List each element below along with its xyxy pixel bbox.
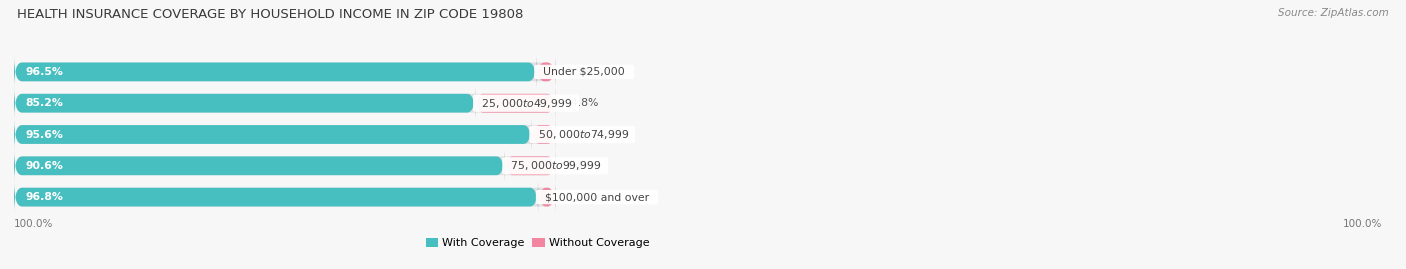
FancyBboxPatch shape (14, 182, 555, 213)
FancyBboxPatch shape (538, 182, 555, 213)
FancyBboxPatch shape (14, 119, 555, 150)
Text: 96.8%: 96.8% (25, 192, 63, 202)
Text: 100.0%: 100.0% (1343, 219, 1382, 229)
FancyBboxPatch shape (537, 56, 555, 87)
Text: Under $25,000: Under $25,000 (537, 67, 633, 77)
Text: $100,000 and over: $100,000 and over (538, 192, 657, 202)
Text: 90.6%: 90.6% (25, 161, 63, 171)
Legend: With Coverage, Without Coverage: With Coverage, Without Coverage (422, 233, 654, 253)
Text: 9.4%: 9.4% (565, 161, 593, 171)
Text: 95.6%: 95.6% (25, 129, 63, 140)
FancyBboxPatch shape (531, 119, 555, 150)
FancyBboxPatch shape (14, 150, 555, 182)
Text: 3.2%: 3.2% (565, 192, 593, 202)
Text: $75,000 to $99,999: $75,000 to $99,999 (505, 159, 606, 172)
Text: $25,000 to $49,999: $25,000 to $49,999 (475, 97, 576, 110)
FancyBboxPatch shape (14, 56, 555, 87)
FancyBboxPatch shape (475, 87, 555, 119)
Text: 3.5%: 3.5% (565, 67, 593, 77)
FancyBboxPatch shape (14, 87, 555, 119)
Text: 85.2%: 85.2% (25, 98, 63, 108)
Text: 14.8%: 14.8% (565, 98, 599, 108)
FancyBboxPatch shape (14, 182, 538, 213)
FancyBboxPatch shape (14, 87, 475, 119)
FancyBboxPatch shape (505, 150, 555, 182)
FancyBboxPatch shape (14, 119, 531, 150)
Text: 4.4%: 4.4% (565, 129, 593, 140)
Text: HEALTH INSURANCE COVERAGE BY HOUSEHOLD INCOME IN ZIP CODE 19808: HEALTH INSURANCE COVERAGE BY HOUSEHOLD I… (17, 8, 523, 21)
FancyBboxPatch shape (14, 150, 505, 182)
Text: $50,000 to $74,999: $50,000 to $74,999 (531, 128, 633, 141)
Text: 100.0%: 100.0% (14, 219, 53, 229)
FancyBboxPatch shape (14, 56, 537, 87)
Text: Source: ZipAtlas.com: Source: ZipAtlas.com (1278, 8, 1389, 18)
Text: 96.5%: 96.5% (25, 67, 63, 77)
